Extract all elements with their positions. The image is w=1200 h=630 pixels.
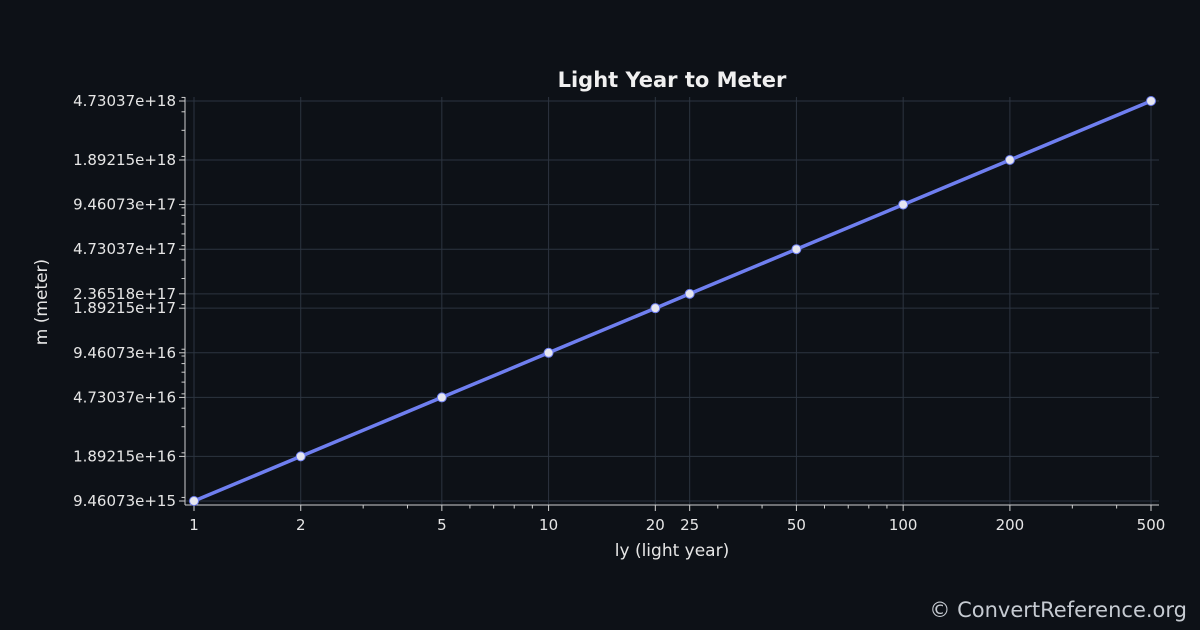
y-tick-label: 9.46073e+15 [73, 492, 176, 510]
data-point [436, 392, 447, 403]
x-tick-label: 20 [646, 516, 665, 534]
data-point [189, 496, 199, 506]
x-tick-label: 5 [437, 516, 447, 534]
y-tick-label: 9.46073e+17 [73, 196, 176, 214]
y-tick-label: 4.73037e+18 [73, 92, 176, 110]
x-tick-label: 50 [787, 516, 806, 534]
x-axis: 1 2 5 10 20 25 50 100 200 500 [189, 505, 1165, 534]
series [189, 96, 1156, 506]
x-tick-label: 500 [1137, 516, 1166, 534]
y-tick-label: 1.89215e+16 [73, 447, 176, 465]
data-point [1146, 96, 1156, 106]
y-tick-label: 4.73037e+17 [73, 240, 176, 258]
data-point [1004, 154, 1015, 165]
minor-ticks [181, 96, 1118, 509]
x-tick-label: 1 [189, 516, 199, 534]
axes [184, 97, 1159, 506]
y-tick-label: 9.46073e+16 [73, 344, 176, 362]
chart-title: Light Year to Meter [558, 68, 787, 92]
data-point [543, 347, 554, 358]
y-tick-label: 1.89215e+18 [73, 151, 176, 169]
y-tick-label: 1.89215e+17 [73, 299, 176, 317]
data-point [295, 451, 306, 462]
y-axis: 9.46073e+15 1.89215e+16 4.73037e+16 9.46073… [73, 92, 185, 510]
y-axis-label: m (meter) [32, 259, 52, 345]
x-tick-label: 100 [889, 516, 918, 534]
watermark: © ConvertReference.org [929, 598, 1187, 622]
x-tick-label: 25 [680, 516, 699, 534]
x-tick-label: 10 [539, 516, 558, 534]
data-point [684, 288, 695, 299]
x-axis-label: ly (light year) [615, 541, 729, 561]
y-tick-label: 2.36518e+17 [73, 285, 176, 303]
data-point [791, 244, 802, 255]
data-point [650, 303, 661, 314]
grid [185, 97, 1159, 505]
x-tick-label: 200 [996, 516, 1025, 534]
y-tick-label: 4.73037e+16 [73, 388, 176, 406]
series-line [193, 99, 1152, 503]
data-point [898, 199, 909, 210]
x-tick-label: 2 [296, 516, 306, 534]
